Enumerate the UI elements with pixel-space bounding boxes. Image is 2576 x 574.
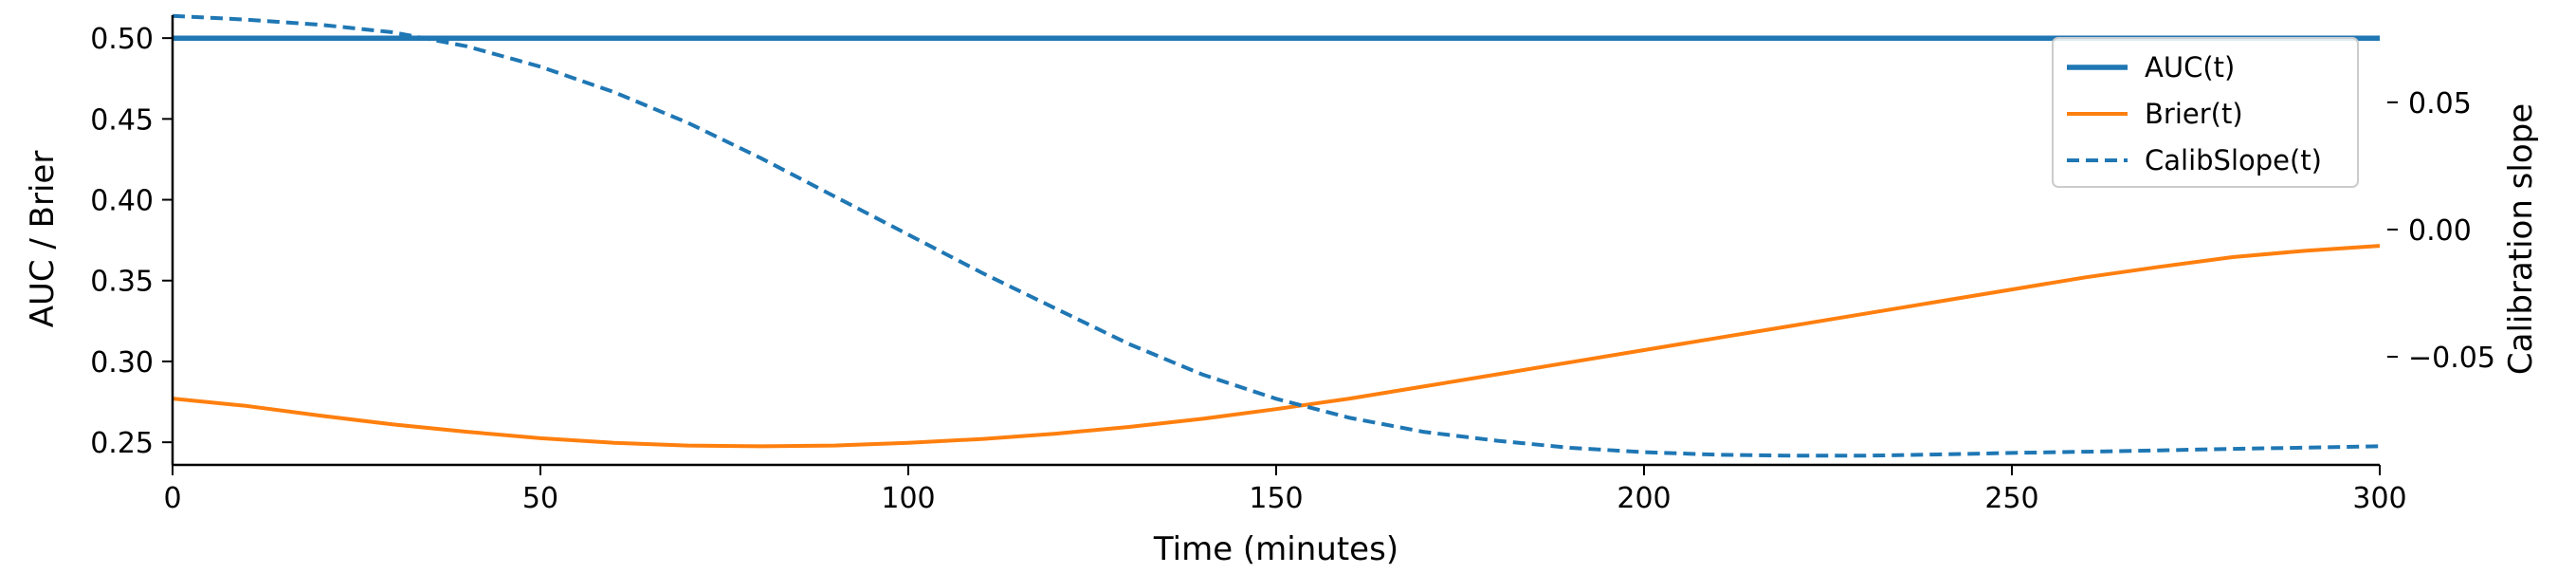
y-tick-label-3: 0.40 — [90, 185, 154, 218]
x-tick-label-6: 300 — [2352, 482, 2406, 515]
legend-label-0: AUC(t) — [2145, 51, 2235, 83]
y2-axis-label: Calibration slope — [2502, 103, 2540, 375]
x-tick-label-4: 200 — [1617, 482, 1671, 515]
x-tick-label-0: 0 — [163, 482, 181, 515]
y2-tick-label-1: 0.00 — [2408, 214, 2472, 248]
y-tick-label-2: 0.35 — [90, 266, 154, 299]
y2-tick-label-0: −0.05 — [2408, 342, 2495, 375]
x-tick-label-1: 50 — [522, 482, 558, 515]
legend-label-2: CalibSlope(t) — [2145, 144, 2322, 176]
x-tick-label-2: 100 — [881, 482, 935, 515]
ticks: 0 50 100 150 200 250 300 0.25 0.30 0.35 0.40 0.45 0.… — [90, 23, 2495, 515]
legend: AUC(t) Brier(t) CalibSlope(t) — [2052, 37, 2359, 188]
y-axis-label: AUC / Brier — [24, 151, 62, 328]
legend-label-1: Brier(t) — [2145, 98, 2243, 130]
y-tick-label-5: 0.50 — [90, 23, 154, 56]
y-tick-label-4: 0.45 — [90, 103, 154, 137]
x-tick-label-3: 150 — [1249, 482, 1303, 515]
x-axis-label: Time (minutes) — [1153, 530, 1398, 568]
x-tick-label-5: 250 — [1984, 482, 2038, 515]
plot-lines — [172, 13, 2381, 458]
y2-tick-label-2: 0.05 — [2408, 87, 2472, 120]
legend-box — [2052, 37, 2359, 188]
series-line-1 — [172, 244, 2381, 449]
series-line-2 — [172, 13, 2381, 458]
y-tick-label-0: 0.25 — [90, 427, 154, 460]
y-tick-label-1: 0.30 — [90, 346, 154, 380]
